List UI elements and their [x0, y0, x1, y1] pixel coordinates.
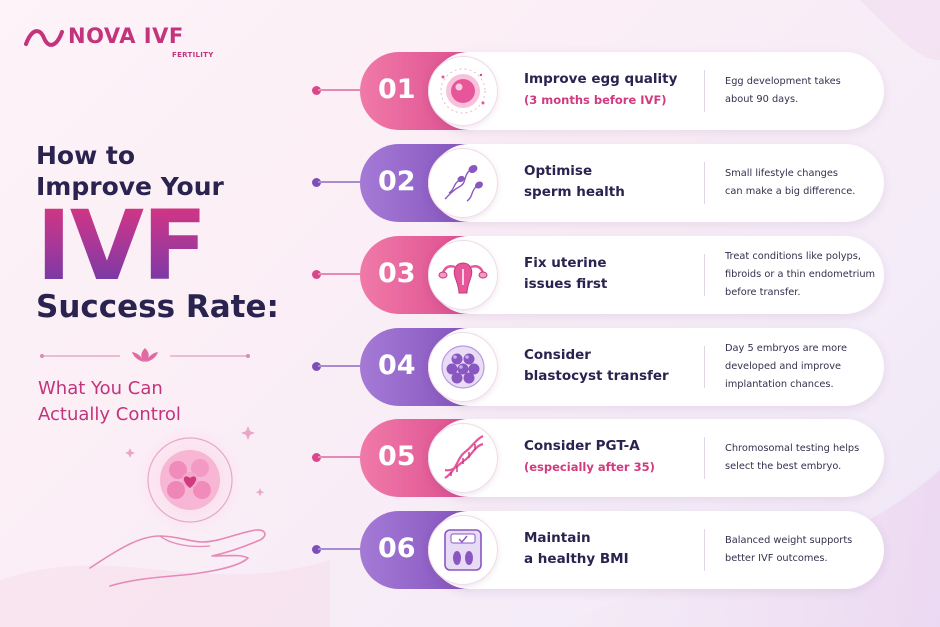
step-item-03: 03 Fix uterine issues first Treat condition… [312, 236, 884, 314]
step-title-line: a healthy BMI [524, 551, 629, 567]
step-description-line: Chromosomal testing helps [725, 443, 860, 454]
step-card [430, 144, 884, 222]
step-description-line: Balanced weight supports [725, 535, 853, 546]
step-title-line: Consider [524, 347, 591, 363]
step-title-line: blastocyst transfer [524, 368, 669, 384]
step-title: Maintain a healthy BMI [524, 528, 704, 570]
step-connector [312, 178, 366, 187]
step-item-06: 06 Maintain a healthy BMI Balanced weight s… [312, 511, 884, 589]
embryo-icon [160, 450, 220, 510]
step-divider [704, 162, 705, 204]
step-divider [704, 437, 705, 479]
step-item-04: 04 Consider blastocyst transfer Day 5 embry… [312, 328, 884, 406]
step-connector [312, 453, 366, 462]
subheadline: What You Can Actually Control [38, 376, 258, 428]
step-description-line: Egg development takes [725, 76, 841, 87]
lotus-divider [40, 348, 250, 362]
headline: How to Improve Your IVF Success Rate: [36, 140, 286, 326]
step-divider [704, 346, 705, 388]
step-title: Improve egg quality (3 months before IVF) [524, 69, 704, 111]
step-title: Optimise sperm health [524, 161, 704, 203]
step-description-line: better IVF outcomes. [725, 553, 828, 564]
step-description: Small lifestyle changes can make a big di… [725, 165, 875, 201]
step-description-line: Treat conditions like polyps, [725, 251, 861, 262]
brand-logo: NOVA IVF FERTILITY [24, 22, 224, 62]
lotus-icon [132, 348, 158, 362]
step-title-line: Maintain [524, 530, 591, 546]
step-icon-badge [428, 240, 498, 310]
step-number: 01 [378, 74, 416, 105]
step-description: Chromosomal testing helps select the best… [725, 440, 875, 476]
step-divider [704, 70, 705, 112]
step-icon-badge [428, 515, 498, 585]
step-card [430, 236, 884, 314]
step-divider [704, 254, 705, 296]
subheadline-line-1: What You Can [38, 378, 163, 399]
step-icon-badge [428, 56, 498, 126]
step-description: Treat conditions like polyps, fibroids or… [725, 248, 875, 302]
step-item-05: 05 Consider PGT-A (especially after 35) Chr… [312, 419, 884, 497]
step-number: 06 [378, 533, 416, 564]
step-connector [312, 86, 366, 95]
logo-wave-icon [24, 29, 64, 47]
step-card [430, 419, 884, 497]
step-icon-badge [428, 148, 498, 218]
step-title-line: issues first [524, 276, 608, 292]
step-title: Consider blastocyst transfer [524, 345, 704, 387]
step-connector [312, 545, 366, 554]
step-card [430, 328, 884, 406]
egg-cell-icon [440, 68, 486, 114]
sperm-icon [444, 165, 483, 202]
hand-embryo-illustration [89, 426, 266, 587]
step-connector [312, 270, 366, 279]
step-subtitle: (3 months before IVF) [524, 93, 667, 107]
step-description-line: about 90 days. [725, 94, 799, 105]
step-card [430, 511, 884, 589]
headline-line-1: How to [36, 141, 136, 170]
weighing-scale-icon [444, 529, 482, 571]
step-number: 05 [378, 441, 416, 472]
step-title: Fix uterine issues first [524, 253, 704, 295]
step-description: Balanced weight supports better IVF outco… [725, 532, 875, 568]
dna-icon [444, 435, 484, 479]
step-title-line: Fix uterine [524, 255, 607, 271]
open-hand-icon [89, 529, 266, 587]
step-description: Day 5 embryos are more developed and impr… [725, 340, 875, 394]
step-description-line: implantation chances. [725, 379, 834, 390]
step-description-line: can make a big difference. [725, 186, 856, 197]
step-description-line: Small lifestyle changes [725, 168, 839, 179]
step-description-line: fibroids or a thin endometrium [725, 269, 876, 280]
blastocyst-icon [441, 345, 485, 389]
step-number: 02 [378, 166, 416, 197]
step-title: Consider PGT-A (especially after 35) [524, 436, 704, 478]
uterus-icon [438, 262, 488, 294]
step-icon-badge [428, 423, 498, 493]
brand-tagline: FERTILITY [172, 51, 214, 59]
step-description-line: developed and improve [725, 361, 842, 372]
step-item-01: 01 Improve egg quality (3 months before IV… [312, 52, 884, 130]
step-title-line: sperm health [524, 184, 625, 200]
step-description-line: Day 5 embryos are more [725, 343, 847, 354]
step-title-line: Improve egg quality [524, 71, 678, 87]
step-card [430, 52, 884, 130]
step-item-02: 02 Optimise sperm health Small lifestyle ch… [312, 144, 884, 222]
step-number: 04 [378, 350, 416, 381]
step-connector [312, 362, 366, 371]
step-divider [704, 529, 705, 571]
step-description-line: before transfer. [725, 287, 801, 298]
subheadline-line-2: Actually Control [38, 404, 181, 425]
headline-highlight: IVF [36, 198, 286, 294]
step-title-line: Optimise [524, 163, 593, 179]
brand-name: NOVA IVF [68, 24, 184, 48]
headline-line-2: Improve Your [36, 172, 224, 201]
step-icon-badge [428, 332, 498, 402]
step-title-line: Consider PGT-A [524, 438, 640, 454]
step-number: 03 [378, 258, 416, 289]
headline-line-3: Success Rate: [36, 289, 279, 325]
step-description-line: select the best embryo. [725, 461, 842, 472]
step-description: Egg development takes about 90 days. [725, 73, 875, 109]
step-subtitle: (especially after 35) [524, 460, 655, 474]
